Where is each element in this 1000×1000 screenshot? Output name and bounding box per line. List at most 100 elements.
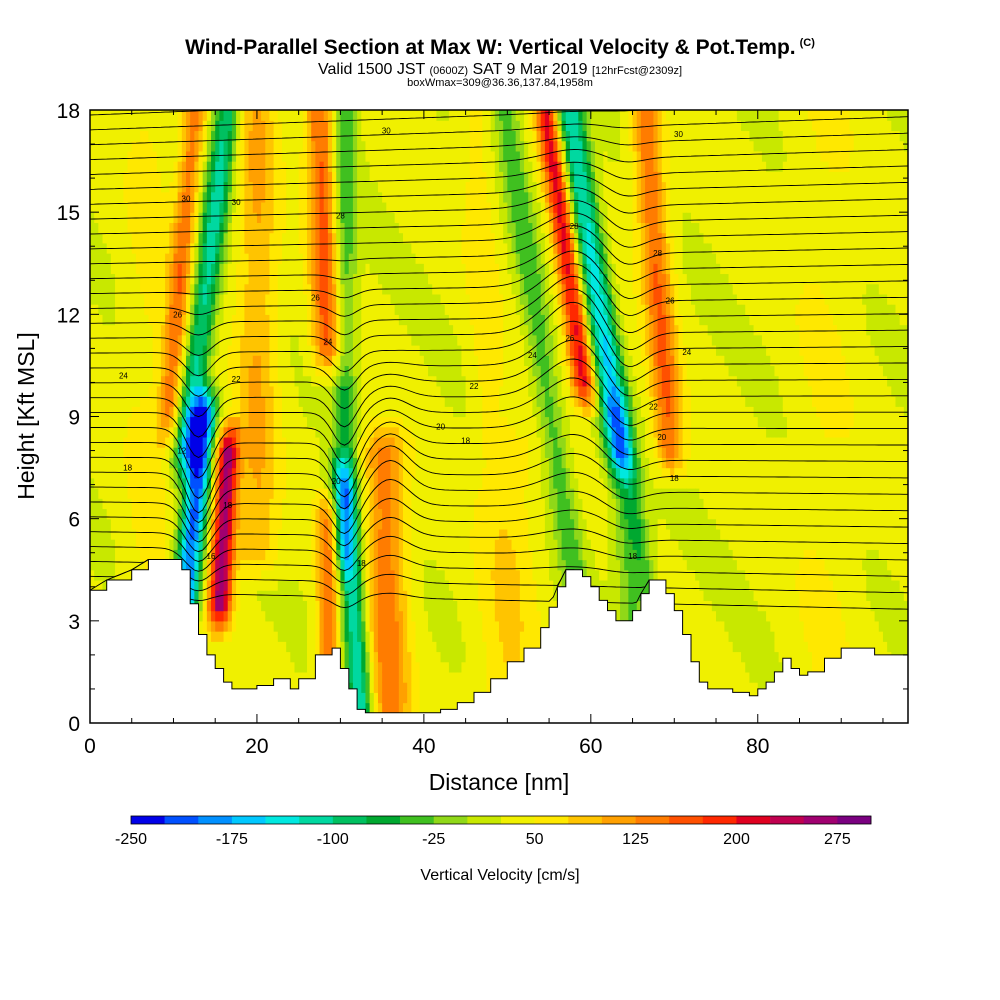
w-cell xyxy=(206,232,212,244)
w-cell xyxy=(361,488,367,499)
w-cell xyxy=(119,528,124,540)
w-cell xyxy=(240,222,246,234)
w-cell xyxy=(106,447,112,458)
w-cell xyxy=(223,590,229,601)
w-cell xyxy=(165,508,170,520)
w-cell xyxy=(248,355,254,367)
w-cell xyxy=(115,293,120,305)
w-cell xyxy=(115,457,120,469)
w-cell xyxy=(307,518,312,530)
w-cell xyxy=(185,273,191,285)
w-cell xyxy=(156,436,162,448)
w-cell xyxy=(219,600,225,612)
w-cell xyxy=(265,539,271,550)
w-cell xyxy=(198,201,204,213)
w-cell xyxy=(148,120,154,132)
w-cell xyxy=(165,273,170,285)
w-cell xyxy=(244,334,250,346)
w-cell xyxy=(298,467,304,479)
w-cell xyxy=(256,610,262,622)
w-cell xyxy=(123,161,129,172)
w-cell xyxy=(352,110,358,121)
w-cell xyxy=(236,682,241,693)
w-cell xyxy=(273,201,279,213)
w-cell xyxy=(169,283,175,295)
w-cell xyxy=(144,140,150,152)
w-cell xyxy=(227,150,233,162)
w-cell xyxy=(365,355,371,367)
w-cell xyxy=(160,365,166,377)
w-cell xyxy=(398,365,404,377)
w-cell xyxy=(148,161,154,172)
w-cell xyxy=(286,242,291,254)
w-cell xyxy=(177,447,183,458)
w-cell xyxy=(198,314,204,326)
w-cell xyxy=(115,365,120,377)
w-cell xyxy=(110,498,116,510)
w-cell xyxy=(407,579,412,591)
w-cell xyxy=(286,651,291,663)
w-cell xyxy=(419,682,425,693)
w-cell xyxy=(423,283,429,295)
w-cell xyxy=(307,590,312,601)
w-cell xyxy=(236,130,241,142)
w-cell xyxy=(286,201,291,213)
w-cell xyxy=(290,477,296,489)
w-cell xyxy=(386,682,392,693)
w-cell xyxy=(390,171,396,183)
w-cell xyxy=(390,620,396,632)
w-cell xyxy=(223,375,229,387)
w-cell xyxy=(419,212,425,223)
w-cell xyxy=(332,191,337,203)
w-cell xyxy=(160,467,166,479)
w-cell xyxy=(294,110,300,121)
w-cell xyxy=(160,253,166,264)
w-cell xyxy=(252,232,258,244)
w-cell xyxy=(386,590,392,601)
w-cell xyxy=(361,457,367,469)
w-cell xyxy=(231,365,237,377)
w-cell xyxy=(311,651,316,663)
w-cell xyxy=(102,314,108,326)
w-cell xyxy=(386,263,392,275)
w-cell xyxy=(269,242,275,254)
w-cell xyxy=(369,130,375,142)
w-cell xyxy=(248,344,254,356)
w-cell xyxy=(373,508,379,520)
w-cell xyxy=(236,283,241,295)
w-cell xyxy=(248,579,254,591)
w-cell xyxy=(261,426,266,438)
w-cell xyxy=(273,620,279,632)
w-cell xyxy=(106,181,112,193)
w-cell xyxy=(102,569,108,581)
w-cell xyxy=(140,222,145,234)
w-cell xyxy=(286,385,291,397)
w-cell xyxy=(323,426,329,438)
w-cell xyxy=(369,671,375,683)
w-cell xyxy=(382,600,387,612)
w-cell xyxy=(377,130,383,142)
w-cell xyxy=(398,620,404,632)
w-cell xyxy=(386,631,392,642)
w-cell xyxy=(169,539,175,550)
w-cell xyxy=(173,467,179,479)
w-cell xyxy=(311,120,316,132)
w-cell xyxy=(415,528,421,540)
w-cell xyxy=(373,549,379,561)
w-cell xyxy=(390,426,396,438)
w-cell xyxy=(332,528,337,540)
w-cell xyxy=(215,344,220,356)
w-cell xyxy=(106,222,112,234)
w-cell xyxy=(194,324,200,336)
w-cell xyxy=(344,559,350,571)
w-cell xyxy=(394,253,400,264)
w-cell xyxy=(165,304,170,315)
w-cell xyxy=(302,120,308,132)
w-cell xyxy=(98,140,104,152)
w-cell xyxy=(185,375,191,387)
w-cell xyxy=(394,171,400,183)
w-cell xyxy=(169,344,175,356)
w-cell xyxy=(106,140,112,152)
w-cell xyxy=(90,201,95,213)
w-cell xyxy=(311,426,316,438)
